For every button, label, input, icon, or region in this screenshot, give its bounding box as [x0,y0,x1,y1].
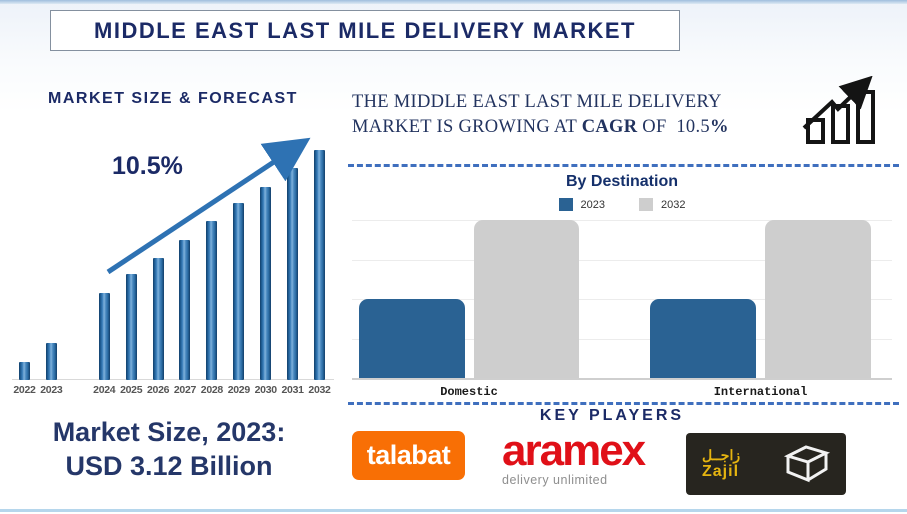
forecast-year-label: 2031 [281,384,304,396]
destination-legend: 2023 2032 [352,198,892,211]
forecast-section-title: MARKET SIZE & FORECAST [48,90,298,107]
destination-group-international [650,220,871,378]
forecast-bar-column: 2026 [146,258,171,398]
forecast-year-label: 2032 [308,384,331,396]
bar-international-2023 [650,299,756,378]
forecast-bar-2022 [18,362,30,380]
talabat-logo: talabat [352,431,465,480]
cagr-annotation: 10.5% [112,152,183,180]
separator-dashed-bottom [348,402,899,405]
forecast-year-label: 2024 [93,384,116,396]
forecast-bar-column: 2023 [39,343,64,398]
forecast-bar-2028 [206,221,218,380]
gridline [352,338,892,340]
zajil-english-text: Zajil [702,463,740,480]
separator-dashed-top [348,164,899,167]
zajil-logo: زاجــل Zajil [686,433,846,495]
forecast-year-label: 2030 [254,384,277,396]
gridline [352,259,892,261]
market-size-caption: Market Size, 2023: USD 3.12 Billion [10,415,328,483]
forecast-bar-column: 2027 [173,240,198,398]
destination-category-labels: Domestic International [352,385,892,401]
destination-group-domestic [359,220,579,378]
forecast-axis-line [12,379,334,380]
forecast-bar-2026 [152,258,164,380]
market-size-line1: Market Size, 2023: [52,417,286,447]
legend-item-2032: 2032 [639,198,685,211]
legend-swatch [558,198,573,211]
key-players-title: KEY PLAYERS [539,407,685,424]
forecast-bar-2031 [287,168,299,380]
market-size-line2: USD 3.12 Billion [65,451,273,481]
cagr-statement: THE MIDDLE EAST LAST MILE DELIVERY MARKE… [352,90,800,140]
forecast-bar-column: 2032 [307,150,332,398]
category-label-domestic: Domestic [440,385,498,399]
forecast-bar-2024 [98,293,110,380]
gridline [352,299,892,300]
forecast-bar-2032 [314,150,326,380]
aramex-tagline: delivery unlimited [502,473,608,487]
aramex-logo: aramex delivery unlimited [502,426,672,488]
statement-cagr-term: CAGR [581,117,638,137]
forecast-bars: 2022 2023 2024 2025 2026 2027 2028 2029 2030 2031… [12,136,334,398]
talabat-logo-text: talabat [366,440,451,470]
statement-text: THE MIDDLE EAST LAST MILE DELIVERY MARKE… [352,92,726,137]
forecast-year-label: 2026 [146,384,170,396]
page-title: MIDDLE EAST LAST MILE DELIVERY MARKET [94,17,636,43]
forecast-year-label: 2028 [200,384,223,396]
legend-label: 2032 [661,198,686,211]
category-label-international: International [713,385,808,399]
forecast-year-label: 2025 [120,384,143,396]
zajil-logo-text: زاجــل Zajil [702,447,741,481]
bottom-border-line [0,509,907,512]
legend-label: 2023 [580,198,605,211]
forecast-year-label: 2029 [227,384,250,396]
forecast-year-label: 2023 [40,384,63,396]
forecast-bar-2023 [45,343,57,380]
forecast-bar-column: 2022 [12,362,37,398]
destination-title: By Destination [565,173,678,190]
top-border-line [0,0,907,4]
forecast-bar-column: 2030 [253,187,278,398]
forecast-bar-column: 2028 [199,221,224,398]
bar-international-2032 [765,220,871,378]
page-title-box: MIDDLE EAST LAST MILE DELIVERY MARKET [50,10,680,51]
forecast-year-label: 2022 [13,384,36,396]
package-box-icon [783,445,831,483]
statement-percent: % [709,117,729,137]
growth-chart-icon [802,76,875,144]
forecast-bar-column: 2025 [119,274,144,398]
forecast-bar-2025 [125,274,137,380]
aramex-logo-text: aramex [502,426,646,475]
destination-chart [352,220,892,380]
forecast-bar-2027 [179,240,191,380]
forecast-bar-2029 [233,203,245,380]
bar-domestic-2032 [473,220,579,378]
x-axis-line [352,378,892,380]
gridline [352,220,892,221]
legend-swatch [639,198,653,211]
forecast-bar-column: 2024 [92,293,117,398]
forecast-bar-column: 2029 [226,203,251,398]
forecast-year-label: 2027 [173,384,197,396]
statement-text-2: OF 10.5 [637,117,710,137]
zajil-arabic-text: زاجــل [702,447,741,463]
bar-domestic-2023 [359,299,465,378]
legend-item-2023: 2023 [558,198,605,211]
forecast-bar-column: 2031 [280,168,305,398]
forecast-bar-2030 [260,187,272,380]
